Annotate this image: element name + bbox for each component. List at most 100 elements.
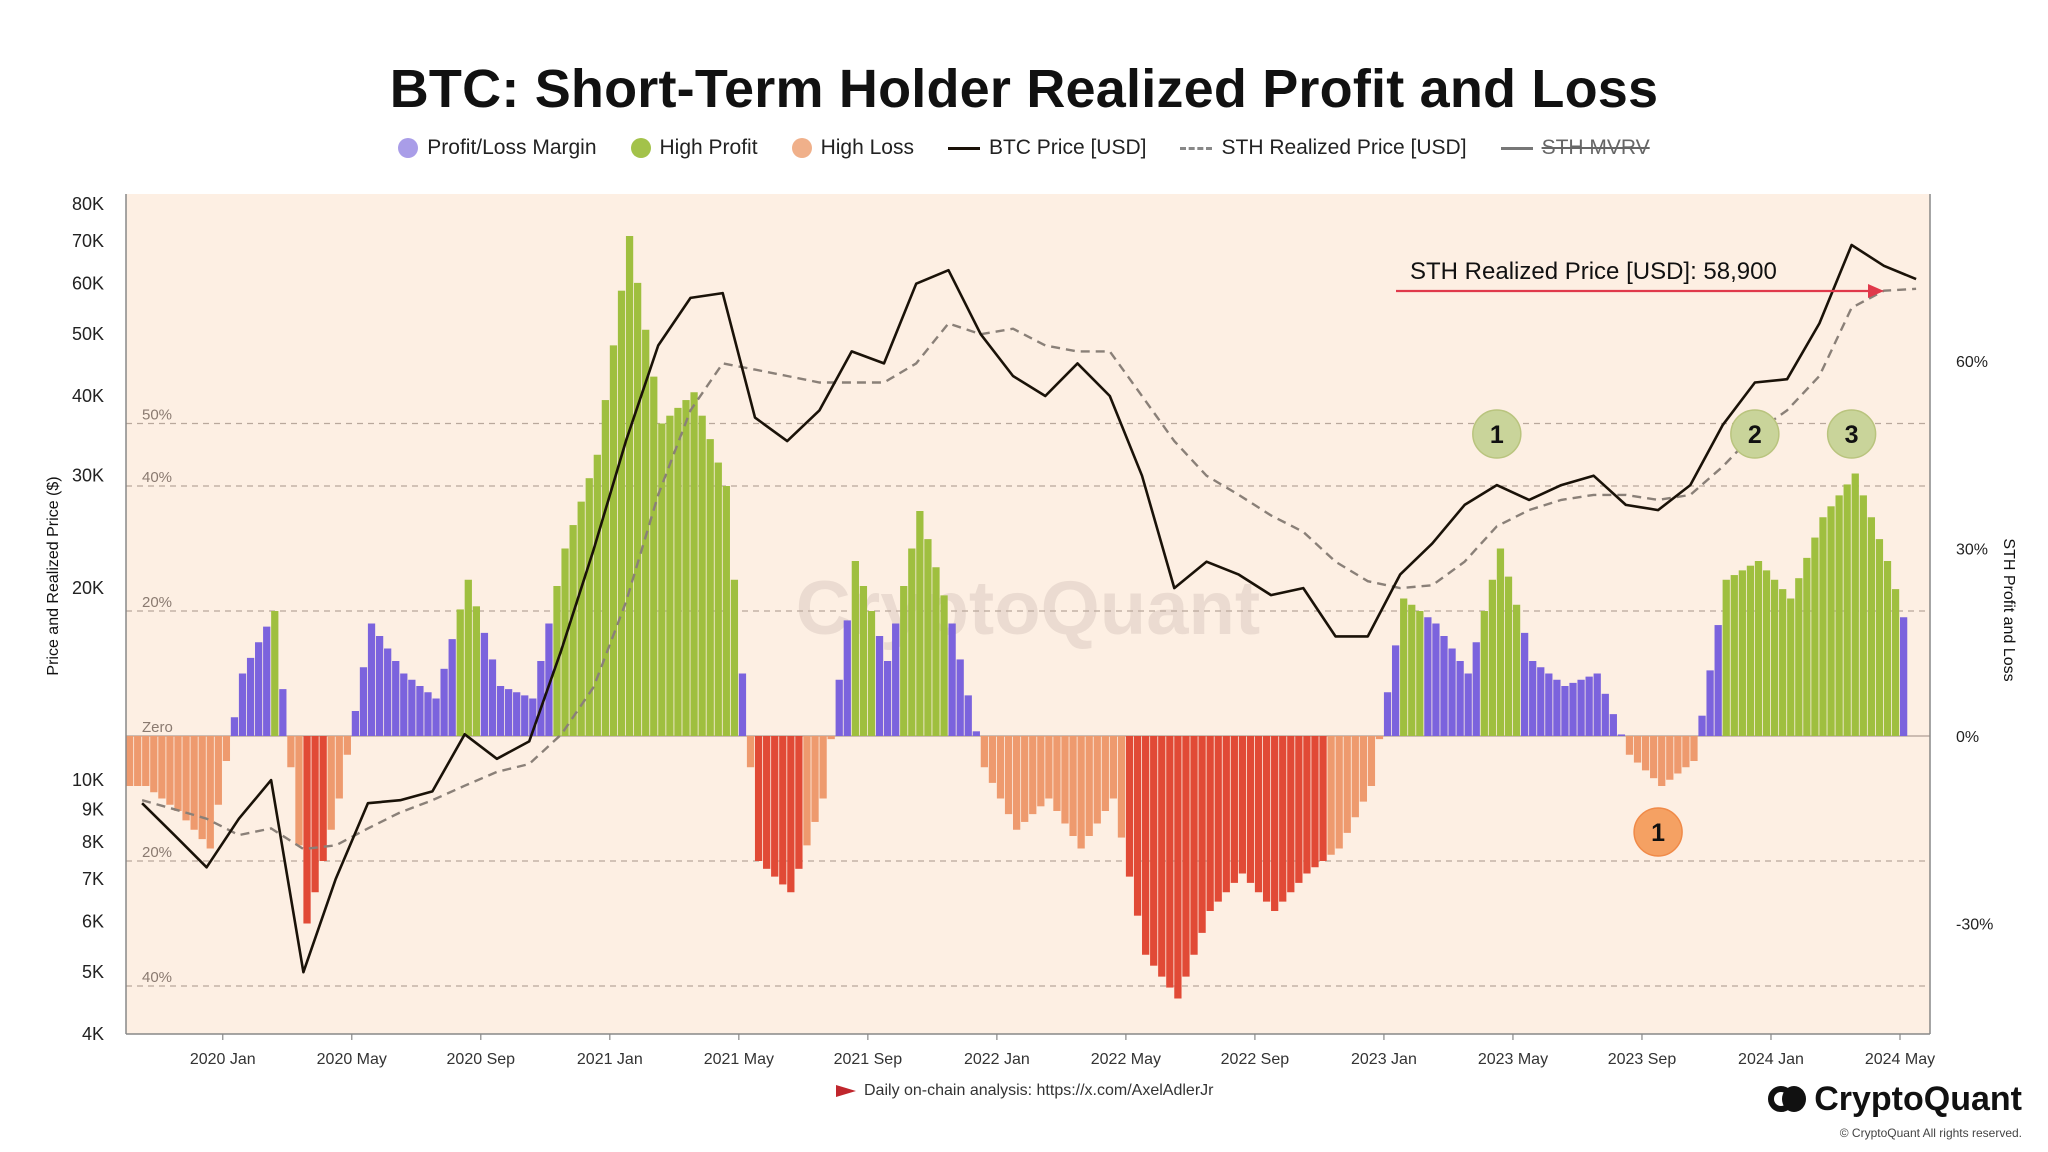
profit-bar — [658, 423, 666, 736]
loss-bar — [746, 736, 755, 768]
profit-bar — [682, 400, 690, 736]
loss-bar — [1158, 736, 1166, 977]
profit-bar — [359, 667, 368, 736]
profit-bar — [1819, 517, 1827, 736]
profit-bar — [1529, 661, 1537, 736]
legend-label: Profit/Loss Margin — [427, 136, 597, 159]
legend-item-high-loss[interactable]: High Loss — [791, 136, 914, 160]
profit-bar — [440, 668, 448, 736]
profit-bar — [932, 567, 940, 736]
loss-bar — [1037, 736, 1045, 807]
loss-bar — [1287, 736, 1295, 893]
profit-bar — [1593, 673, 1601, 736]
right-tick-label: 60% — [1956, 354, 1988, 371]
loss-bar — [1198, 736, 1206, 933]
left-tick-label: 50K — [72, 324, 104, 344]
legend-item-sth-mvrv[interactable]: STH MVRV — [1500, 136, 1650, 160]
chart-title: BTC: Short-Term Holder Realized Profit a… — [389, 59, 1659, 119]
loss-marker-label: 1 — [1651, 819, 1665, 847]
profit-bar — [1383, 692, 1392, 736]
legend: Profit/Loss Margin High Profit High Loss… — [0, 136, 2048, 160]
profit-bar — [698, 415, 706, 736]
profit-bar — [464, 579, 472, 736]
profit-bar — [1746, 565, 1755, 736]
profit-bar — [1432, 623, 1440, 736]
loss-bar — [1061, 736, 1069, 824]
x-tick-label: 2021 Jan — [577, 1051, 643, 1068]
profit-bar — [230, 717, 239, 736]
profit-bar — [1803, 557, 1811, 736]
profit-bar — [900, 586, 908, 736]
legend-item-high-profit[interactable]: High Profit — [630, 136, 758, 160]
loss-bar — [1222, 736, 1230, 893]
profit-marker-circle[interactable] — [1826, 409, 1877, 459]
profit-bar — [1408, 604, 1416, 736]
loss-bar — [303, 736, 311, 924]
footer-note[interactable]: Daily on-chain analysis: https://x.com/A… — [836, 1082, 1213, 1100]
profit-bar — [271, 611, 279, 736]
right-tick-label: 0% — [1956, 729, 1979, 746]
loss-bar — [1133, 736, 1142, 916]
profit-bar — [408, 679, 416, 736]
profit-bar — [392, 661, 400, 736]
profit-bar — [448, 639, 456, 736]
right-tick-label: 30% — [1956, 542, 1988, 559]
legend-label: High Profit — [659, 136, 758, 159]
profit-bar — [867, 611, 876, 736]
left-tick-label: 7K — [82, 869, 104, 889]
profit-bar — [601, 400, 610, 736]
brand[interactable]: CryptoQuant — [1768, 1080, 2022, 1119]
profit-bar — [1843, 484, 1851, 736]
brand-name: CryptoQuant — [1814, 1080, 2022, 1118]
profit-bar — [367, 623, 376, 736]
profit-marker-circle[interactable] — [1730, 409, 1780, 459]
high-profit-swatch-icon — [630, 138, 651, 158]
profit-bar — [1779, 589, 1787, 736]
profit-bar — [1521, 632, 1529, 736]
profit-bar — [1827, 506, 1835, 736]
profit-bar — [1456, 661, 1464, 736]
profit-bar — [513, 692, 521, 736]
legend-item-profit-loss-margin[interactable]: Profit/Loss Margin — [398, 136, 597, 160]
loss-bar — [803, 736, 811, 846]
x-tick-label: 2023 Jan — [1351, 1051, 1417, 1068]
profit-bar — [1835, 495, 1843, 736]
profit-bar — [714, 462, 722, 736]
loss-bar — [327, 736, 335, 830]
x-tick-label: 2020 May — [317, 1051, 387, 1068]
legend-item-sth-realized-price[interactable]: STH Realized Price [USD] — [1180, 136, 1467, 160]
right-axis-label: STH Profit and Loss — [2000, 538, 2017, 682]
loss-bar — [1650, 736, 1658, 779]
profit-bar — [1496, 548, 1505, 736]
left-tick-label: 10K — [72, 770, 104, 790]
profit-marker-circle[interactable] — [1472, 409, 1522, 459]
loss-bar — [134, 736, 142, 786]
x-tick-label: 2020 Jan — [190, 1051, 256, 1068]
loss-bar — [174, 736, 182, 811]
plot-area — [126, 194, 1930, 1034]
cryptoquant-logo-icon — [1768, 1085, 1807, 1114]
x-tick-label: 2021 Sep — [834, 1051, 903, 1068]
left-tick-label: 20K — [72, 578, 104, 598]
loss-bar — [1295, 736, 1303, 883]
profit-bar — [609, 345, 618, 736]
profit-bar — [948, 623, 956, 736]
legend-item-btc-price[interactable]: BTC Price [USD] — [947, 136, 1146, 160]
loss-bar — [287, 736, 295, 768]
profit-bar — [1851, 473, 1859, 736]
loss-marker-circle[interactable] — [1633, 807, 1683, 857]
left-tick-label: 80K — [72, 194, 104, 214]
left-tick-label: 60K — [72, 274, 104, 294]
profit-bar — [279, 689, 287, 736]
loss-bar — [1303, 736, 1311, 874]
loss-bar — [1117, 736, 1126, 838]
loss-bar — [1246, 736, 1255, 883]
left-axis-label: Price and Realized Price ($) — [45, 476, 62, 676]
loss-bar — [182, 736, 190, 821]
loss-bar — [1206, 736, 1214, 911]
profit-bar — [1391, 645, 1400, 736]
profit-bar — [1577, 679, 1585, 736]
btc-price-line-icon — [947, 146, 980, 150]
annotation-arrowhead-icon — [1868, 284, 1884, 298]
loss-bar — [1279, 736, 1287, 902]
